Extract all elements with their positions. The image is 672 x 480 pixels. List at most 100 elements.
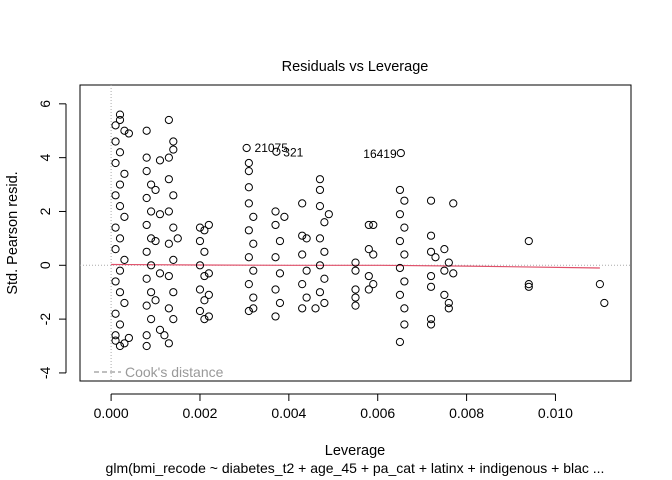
data-point: [111, 331, 120, 340]
data-point: [142, 193, 151, 203]
data-point: [164, 271, 173, 281]
data-point: [204, 312, 213, 321]
data-point: [249, 212, 258, 221]
data-point: [169, 191, 178, 200]
data-point: [249, 304, 258, 313]
data-point: [115, 110, 125, 119]
y-axis: -4 -2 0 2 4 6: [37, 100, 67, 379]
data-point: [351, 258, 360, 267]
data-point: [111, 137, 120, 146]
data-point: [364, 220, 373, 230]
data-point: [204, 290, 213, 299]
data-point: [426, 196, 436, 205]
data-point: [169, 137, 178, 146]
data-point: [324, 210, 333, 219]
data-point: [364, 245, 373, 254]
model-formula-subtitle: glm(bmi_recode ~ diabetes_t2 + age_45 + …: [106, 460, 605, 476]
data-point: [351, 285, 360, 294]
data-point: [164, 175, 173, 184]
cooks-distance-legend-label: Cook's distance: [125, 364, 224, 380]
data-point: [195, 285, 205, 294]
legend: Cook's distance: [94, 364, 224, 380]
data-point: [115, 266, 125, 275]
x-axis: 0.000 0.002 0.004 0.006 0.008 0.010: [94, 393, 573, 421]
data-point: [146, 207, 156, 216]
data-point: [426, 315, 436, 324]
data-point: [169, 223, 178, 232]
data-point: [164, 115, 173, 125]
data-point: [242, 143, 251, 153]
data-point: [315, 185, 325, 195]
data-point: [311, 304, 320, 313]
data-point: [244, 183, 253, 192]
data-point: [298, 199, 307, 208]
data-point: [315, 175, 325, 184]
data-point: [351, 301, 360, 310]
data-point: [426, 282, 436, 291]
y-tick-label: 0: [37, 261, 53, 269]
data-point: [111, 336, 120, 345]
data-point: [275, 269, 285, 278]
data-point: [400, 320, 409, 329]
data-point: [271, 253, 280, 262]
data-point: [142, 301, 151, 310]
data-point: [315, 201, 325, 211]
data-point: [426, 247, 436, 256]
data-point: [142, 220, 151, 230]
data-point: [142, 247, 151, 256]
data-point: [200, 315, 209, 324]
data-point: [146, 261, 156, 270]
data-point: [271, 220, 280, 230]
data-point: [115, 115, 125, 125]
data-point: [595, 280, 604, 289]
data-point: [249, 293, 258, 302]
data-point: [302, 266, 311, 275]
data-point: [124, 333, 133, 343]
data-point: [169, 255, 178, 265]
data-point: [271, 207, 280, 216]
data-point: [444, 304, 453, 313]
data-point: [142, 153, 151, 162]
data-point: [426, 231, 436, 240]
data-point: [111, 121, 120, 130]
data-point: [204, 269, 213, 278]
data-point: [400, 277, 409, 286]
data-point: [146, 288, 156, 297]
data-point: [400, 304, 409, 313]
point-id-label: 16419: [363, 147, 397, 161]
data-point: [164, 153, 173, 162]
data-point: [204, 220, 213, 230]
data-point: [302, 293, 311, 302]
y-tick-label: 6: [37, 100, 53, 108]
x-tick-label: 0.002: [182, 405, 217, 421]
data-point: [395, 210, 405, 219]
data-point: [169, 288, 178, 297]
x-tick-label: 0.010: [538, 405, 573, 421]
data-point: [444, 298, 453, 308]
data-point: [444, 258, 453, 267]
data-point: [120, 339, 129, 348]
data-point: [111, 191, 120, 200]
data-point: [115, 148, 125, 157]
data-point: [142, 331, 151, 340]
data-point: [351, 293, 360, 302]
data-point: [369, 250, 378, 259]
data-point: [315, 288, 325, 297]
data-point: [200, 226, 209, 235]
data-point: [244, 199, 253, 208]
point-id-label: 321: [283, 146, 303, 160]
data-point: [151, 296, 160, 305]
data-point: [115, 288, 125, 297]
data-point: [115, 201, 125, 211]
data-point: [160, 331, 169, 340]
data-point: [524, 236, 533, 246]
data-point: [440, 290, 449, 299]
data-point: [146, 315, 156, 324]
data-point: [111, 245, 120, 254]
data-point: [271, 285, 280, 294]
data-point: [395, 185, 405, 195]
data-point: [364, 271, 373, 281]
plot-frame: [79, 84, 632, 382]
data-point: [275, 298, 285, 308]
